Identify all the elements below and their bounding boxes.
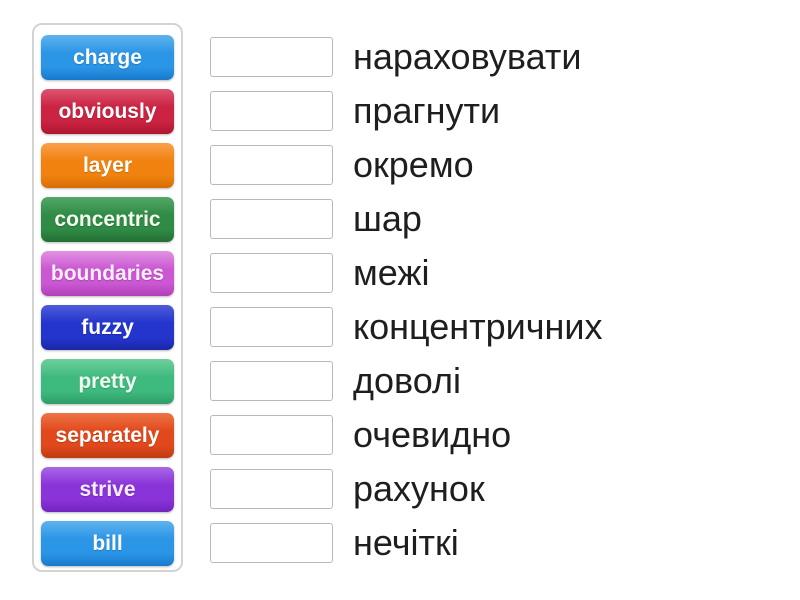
answer-text: очевидно (353, 414, 512, 455)
match-row: концентричних (210, 307, 603, 347)
word-tile-layer[interactable]: layer (41, 143, 174, 188)
answer-slot[interactable] (210, 37, 333, 77)
answer-slot[interactable] (210, 361, 333, 401)
answer-slot[interactable] (210, 145, 333, 185)
match-row: доволі (210, 361, 603, 401)
match-row: рахунок (210, 469, 603, 509)
answer-text: доволі (353, 360, 461, 401)
answer-text: рахунок (353, 468, 485, 509)
word-tile-concentric[interactable]: concentric (41, 197, 174, 242)
match-row: шар (210, 199, 603, 239)
match-row: прагнути (210, 91, 603, 131)
answer-slot[interactable] (210, 91, 333, 131)
match-row: нараховувати (210, 37, 603, 77)
answer-text: концентричних (353, 306, 603, 347)
answer-text: прагнути (353, 90, 501, 131)
answer-slot[interactable] (210, 307, 333, 347)
answer-list: нараховувати прагнути окремо шар межі ко… (210, 37, 603, 563)
match-row: окремо (210, 145, 603, 185)
word-tile-fuzzy[interactable]: fuzzy (41, 305, 174, 350)
answer-text: окремо (353, 144, 474, 185)
answer-slot[interactable] (210, 253, 333, 293)
match-row: нечіткі (210, 523, 603, 563)
answer-text: шар (353, 198, 422, 239)
match-row: межі (210, 253, 603, 293)
word-tile-separately[interactable]: separately (41, 413, 174, 458)
word-tile-strive[interactable]: strive (41, 467, 174, 512)
word-tile-boundaries[interactable]: boundaries (41, 251, 174, 296)
answer-slot[interactable] (210, 469, 333, 509)
match-row: очевидно (210, 415, 603, 455)
answer-slot[interactable] (210, 523, 333, 563)
answer-text: нараховувати (353, 36, 582, 77)
word-tile-obviously[interactable]: obviously (41, 89, 174, 134)
word-tile-bill[interactable]: bill (41, 521, 174, 566)
word-tile-pretty[interactable]: pretty (41, 359, 174, 404)
answer-slot[interactable] (210, 415, 333, 455)
answer-slot[interactable] (210, 199, 333, 239)
word-bank: charge obviously layer concentric bounda… (32, 23, 183, 572)
word-tile-charge[interactable]: charge (41, 35, 174, 80)
answer-text: нечіткі (353, 522, 459, 563)
answer-text: межі (353, 252, 430, 293)
